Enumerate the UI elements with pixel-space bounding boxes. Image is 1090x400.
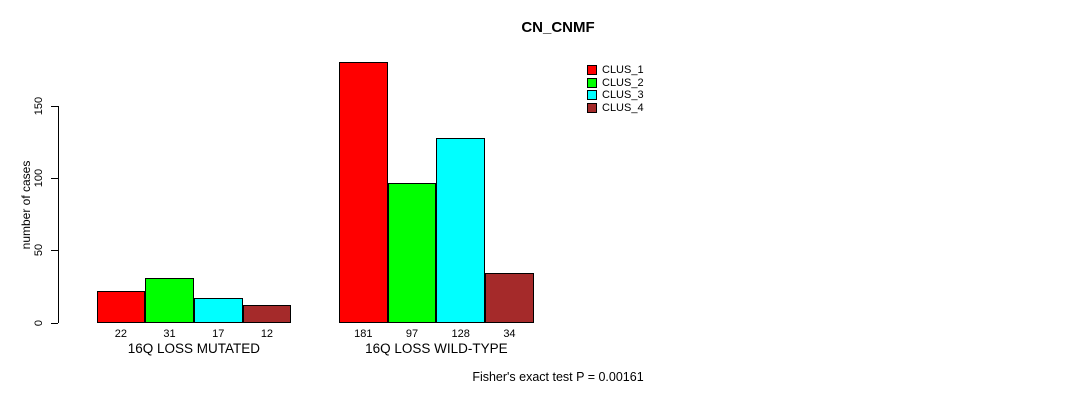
bar-value-label: 34 <box>503 327 516 340</box>
y-axis-tick <box>51 322 58 324</box>
legend-swatch <box>587 90 597 101</box>
y-axis-line <box>58 106 59 324</box>
bar-value-label: 31 <box>163 327 176 340</box>
legend-item: CLUS_4 <box>587 102 644 115</box>
y-axis-tick <box>51 250 58 252</box>
bar <box>339 61 388 324</box>
y-axis-label: number of cases <box>19 160 33 250</box>
legend-item: CLUS_2 <box>587 77 644 90</box>
legend: CLUS_1 CLUS_2 CLUS_3 CLUS_4 <box>587 64 644 114</box>
legend-label: CLUS_3 <box>602 89 644 102</box>
y-axis-tick <box>51 178 58 180</box>
bar <box>242 305 292 324</box>
legend-swatch <box>587 77 597 88</box>
x-axis-group-label: 16Q LOSS MUTATED <box>127 341 261 356</box>
bar <box>96 290 146 324</box>
y-axis-tick-label: 0 <box>33 319 45 326</box>
bar-value-label: 181 <box>354 327 373 340</box>
y-axis-tick <box>51 106 58 108</box>
legend-label: CLUS_4 <box>602 101 644 114</box>
bar <box>193 297 243 324</box>
bar-value-label: 12 <box>260 327 274 340</box>
y-axis-tick-label: 150 <box>33 97 45 116</box>
legend-item: CLUS_1 <box>587 64 644 77</box>
legend-swatch <box>587 65 597 76</box>
y-axis-tick-label: 100 <box>33 169 45 188</box>
legend-label: CLUS_1 <box>602 64 644 77</box>
bar <box>387 182 437 324</box>
bar <box>145 277 194 324</box>
bar-value-label: 22 <box>114 327 127 340</box>
legend-label: CLUS_2 <box>602 76 644 89</box>
y-axis-tick-label: 50 <box>33 244 45 257</box>
x-axis-group-label: 16Q LOSS WILD-TYPE <box>365 341 508 356</box>
fisher-test-annotation: Fisher's exact test P = 0.00161 <box>472 370 644 384</box>
legend-item: CLUS_3 <box>587 89 644 102</box>
bar-value-label: 97 <box>405 327 419 340</box>
chart-title: CN_CNMF <box>521 19 595 36</box>
bar <box>485 273 534 324</box>
bar-value-label: 17 <box>212 327 225 340</box>
legend-swatch <box>587 102 597 113</box>
bar-value-label: 128 <box>451 327 470 340</box>
bar <box>436 137 486 324</box>
